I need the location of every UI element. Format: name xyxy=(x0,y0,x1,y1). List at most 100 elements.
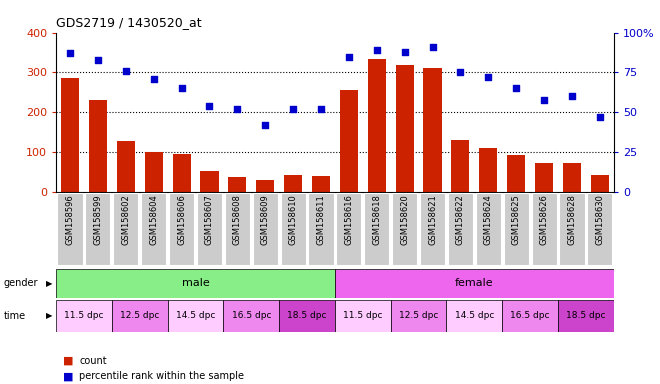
Text: GSM158604: GSM158604 xyxy=(149,194,158,245)
Bar xyxy=(451,140,469,192)
FancyBboxPatch shape xyxy=(112,300,168,331)
Point xyxy=(260,122,271,128)
Point xyxy=(176,85,187,91)
Text: 18.5 dpc: 18.5 dpc xyxy=(287,311,327,320)
Text: 14.5 dpc: 14.5 dpc xyxy=(176,311,215,320)
FancyBboxPatch shape xyxy=(280,194,306,265)
Bar xyxy=(256,180,275,192)
Bar xyxy=(312,176,330,192)
Bar xyxy=(61,78,79,192)
Text: GSM158609: GSM158609 xyxy=(261,194,270,245)
Text: GSM158620: GSM158620 xyxy=(400,194,409,245)
Bar xyxy=(535,163,553,192)
Point xyxy=(288,106,298,112)
FancyBboxPatch shape xyxy=(476,194,501,265)
Bar xyxy=(284,175,302,192)
FancyBboxPatch shape xyxy=(308,194,333,265)
Point xyxy=(399,49,410,55)
Bar xyxy=(145,152,163,192)
Point xyxy=(595,114,605,120)
FancyBboxPatch shape xyxy=(169,194,194,265)
Point xyxy=(148,76,159,82)
Text: GSM158616: GSM158616 xyxy=(345,194,353,245)
Text: GSM158622: GSM158622 xyxy=(456,194,465,245)
Text: ▶: ▶ xyxy=(46,311,53,320)
Text: GSM158626: GSM158626 xyxy=(540,194,548,245)
Bar xyxy=(89,99,107,192)
Point xyxy=(232,106,243,112)
Bar xyxy=(201,171,218,192)
Point xyxy=(92,57,103,63)
Point xyxy=(121,68,131,74)
FancyBboxPatch shape xyxy=(225,194,250,265)
Text: GSM158611: GSM158611 xyxy=(317,194,325,245)
Text: 18.5 dpc: 18.5 dpc xyxy=(566,311,606,320)
Text: count: count xyxy=(79,356,107,366)
FancyBboxPatch shape xyxy=(531,194,556,265)
FancyBboxPatch shape xyxy=(279,300,335,331)
Bar xyxy=(228,177,246,192)
Point xyxy=(427,44,438,50)
Text: 11.5 dpc: 11.5 dpc xyxy=(343,311,383,320)
Bar xyxy=(591,175,609,192)
Point xyxy=(455,70,466,76)
Text: 16.5 dpc: 16.5 dpc xyxy=(232,311,271,320)
Text: ■: ■ xyxy=(63,371,73,381)
Bar xyxy=(479,148,498,192)
Text: 12.5 dpc: 12.5 dpc xyxy=(399,311,438,320)
FancyBboxPatch shape xyxy=(335,300,391,331)
Text: male: male xyxy=(182,278,209,288)
Text: 12.5 dpc: 12.5 dpc xyxy=(120,311,160,320)
Text: GSM158621: GSM158621 xyxy=(428,194,437,245)
FancyBboxPatch shape xyxy=(253,194,278,265)
FancyBboxPatch shape xyxy=(587,194,612,265)
Text: GSM158618: GSM158618 xyxy=(372,194,381,245)
FancyBboxPatch shape xyxy=(504,194,529,265)
Point xyxy=(483,74,494,80)
Point xyxy=(315,106,326,112)
FancyBboxPatch shape xyxy=(558,300,614,331)
Bar xyxy=(507,155,525,192)
Text: GSM158607: GSM158607 xyxy=(205,194,214,245)
Bar xyxy=(117,141,135,192)
FancyBboxPatch shape xyxy=(420,194,445,265)
Bar xyxy=(340,90,358,192)
FancyBboxPatch shape xyxy=(448,194,473,265)
FancyBboxPatch shape xyxy=(560,194,585,265)
Text: GSM158628: GSM158628 xyxy=(568,194,576,245)
FancyBboxPatch shape xyxy=(364,194,389,265)
Text: GSM158606: GSM158606 xyxy=(177,194,186,245)
FancyBboxPatch shape xyxy=(446,300,502,331)
Text: female: female xyxy=(455,278,494,288)
FancyBboxPatch shape xyxy=(56,300,112,331)
FancyBboxPatch shape xyxy=(337,194,362,265)
FancyBboxPatch shape xyxy=(335,269,614,298)
Point xyxy=(372,47,382,53)
Text: GSM158608: GSM158608 xyxy=(233,194,242,245)
Text: GSM158602: GSM158602 xyxy=(121,194,130,245)
Point xyxy=(539,96,549,103)
Bar xyxy=(172,154,191,192)
Point xyxy=(65,50,75,56)
FancyBboxPatch shape xyxy=(114,194,139,265)
FancyBboxPatch shape xyxy=(168,300,223,331)
Bar xyxy=(368,60,386,192)
Bar xyxy=(563,163,581,192)
Text: GSM158625: GSM158625 xyxy=(512,194,521,245)
Text: time: time xyxy=(3,311,26,321)
Text: GSM158630: GSM158630 xyxy=(595,194,605,245)
FancyBboxPatch shape xyxy=(56,269,335,298)
FancyBboxPatch shape xyxy=(391,300,446,331)
Bar xyxy=(395,65,414,192)
FancyBboxPatch shape xyxy=(502,300,558,331)
Point xyxy=(511,85,521,91)
FancyBboxPatch shape xyxy=(197,194,222,265)
Text: ■: ■ xyxy=(63,356,73,366)
FancyBboxPatch shape xyxy=(57,194,82,265)
Bar xyxy=(424,68,442,192)
Text: GSM158599: GSM158599 xyxy=(94,194,102,245)
Text: 11.5 dpc: 11.5 dpc xyxy=(64,311,104,320)
Point xyxy=(344,53,354,60)
FancyBboxPatch shape xyxy=(392,194,417,265)
Text: GDS2719 / 1430520_at: GDS2719 / 1430520_at xyxy=(56,16,202,29)
